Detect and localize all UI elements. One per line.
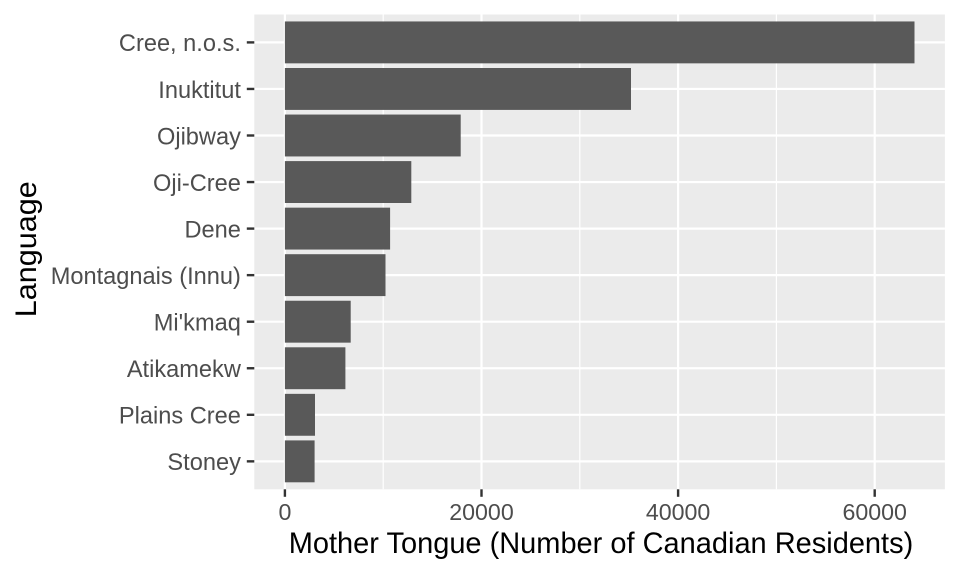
svg-text:Cree, n.o.s.: Cree, n.o.s. [119,31,241,57]
svg-text:Dene: Dene [184,217,240,243]
svg-text:Inuktitut: Inuktitut [158,78,241,104]
svg-text:20000: 20000 [449,499,513,525]
svg-text:Stoney: Stoney [167,450,241,476]
svg-text:60000: 60000 [842,499,906,525]
svg-text:Mother Tongue (Number of Canad: Mother Tongue (Number of Canadian Reside… [289,527,914,560]
svg-text:Language: Language [10,181,43,317]
svg-text:Ojibway: Ojibway [157,124,241,150]
svg-text:0: 0 [278,499,291,525]
svg-text:40000: 40000 [646,499,710,525]
svg-text:Atikamekw: Atikamekw [127,357,242,383]
svg-text:Oji-Cree: Oji-Cree [153,171,241,197]
svg-text:Mi'kmaq: Mi'kmaq [154,311,241,337]
svg-text:Plains Cree: Plains Cree [119,404,241,430]
svg-text:Montagnais (Innu): Montagnais (Innu) [51,264,241,290]
